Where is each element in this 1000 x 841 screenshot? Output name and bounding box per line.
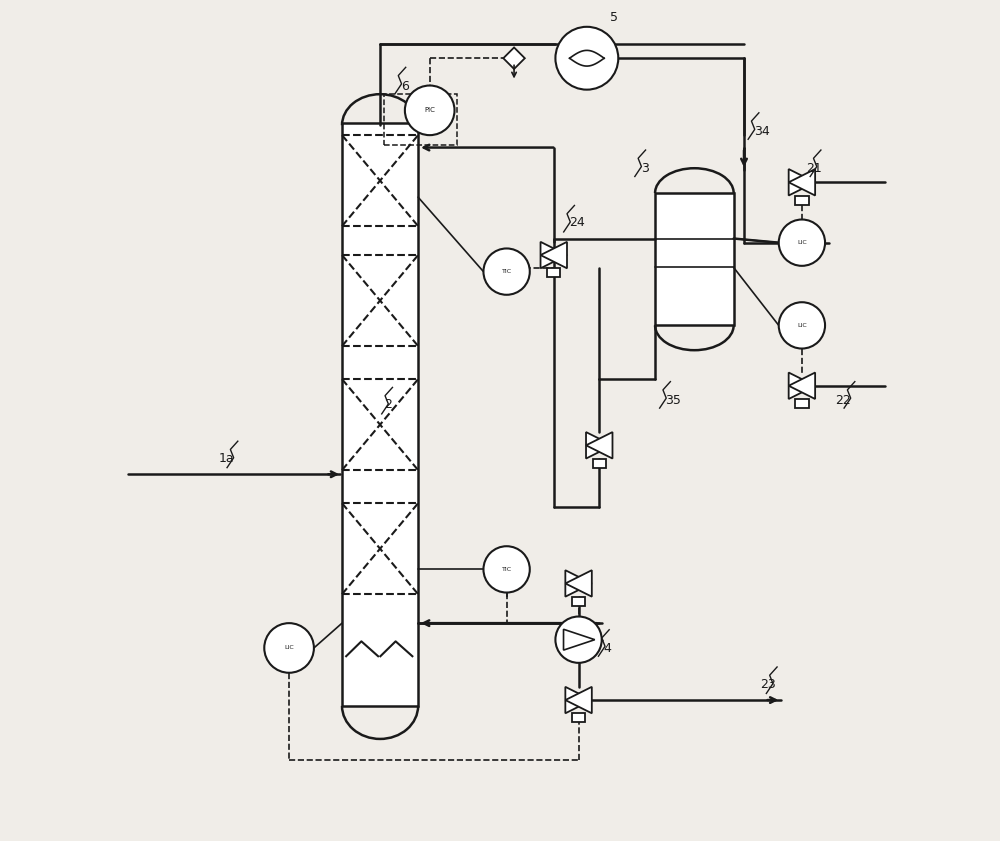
Polygon shape: [565, 687, 592, 713]
Text: LIC: LIC: [797, 323, 807, 328]
Circle shape: [779, 302, 825, 348]
Text: LIC: LIC: [284, 645, 294, 650]
Circle shape: [555, 616, 602, 663]
Text: TIC: TIC: [502, 567, 512, 572]
Text: TIC: TIC: [502, 269, 512, 274]
Text: 21: 21: [806, 162, 822, 176]
Bar: [572, 596, 585, 606]
Polygon shape: [541, 242, 567, 268]
Circle shape: [405, 86, 455, 135]
Polygon shape: [789, 169, 815, 195]
Circle shape: [779, 220, 825, 266]
Circle shape: [555, 27, 618, 90]
Text: 24: 24: [569, 216, 584, 229]
Bar: [795, 195, 809, 204]
Text: 34: 34: [754, 125, 770, 138]
Text: LIC: LIC: [797, 241, 807, 246]
Polygon shape: [565, 570, 592, 596]
Polygon shape: [586, 432, 612, 458]
Bar: [572, 713, 585, 722]
Polygon shape: [541, 242, 567, 268]
Polygon shape: [789, 373, 815, 399]
Text: 35: 35: [665, 394, 681, 407]
Bar: [655, 193, 734, 325]
Bar: [384, 94, 457, 145]
Text: 1a: 1a: [219, 452, 234, 465]
Text: 22: 22: [835, 394, 851, 407]
Text: 5: 5: [610, 11, 618, 24]
Text: 3: 3: [641, 162, 648, 176]
Bar: [593, 458, 606, 468]
Circle shape: [483, 546, 530, 593]
Polygon shape: [565, 687, 592, 713]
Text: 4: 4: [603, 642, 611, 655]
Polygon shape: [789, 169, 815, 195]
Circle shape: [483, 248, 530, 295]
Circle shape: [264, 623, 314, 673]
Polygon shape: [586, 432, 612, 458]
Text: 23: 23: [761, 679, 776, 691]
Polygon shape: [564, 629, 595, 650]
Polygon shape: [565, 570, 592, 596]
Text: 6: 6: [401, 80, 409, 93]
Polygon shape: [789, 373, 815, 399]
Text: PIC: PIC: [424, 108, 435, 114]
Bar: [547, 268, 560, 278]
Text: 2: 2: [384, 398, 392, 411]
Bar: [795, 399, 809, 408]
Bar: [342, 123, 418, 706]
Polygon shape: [503, 47, 525, 69]
